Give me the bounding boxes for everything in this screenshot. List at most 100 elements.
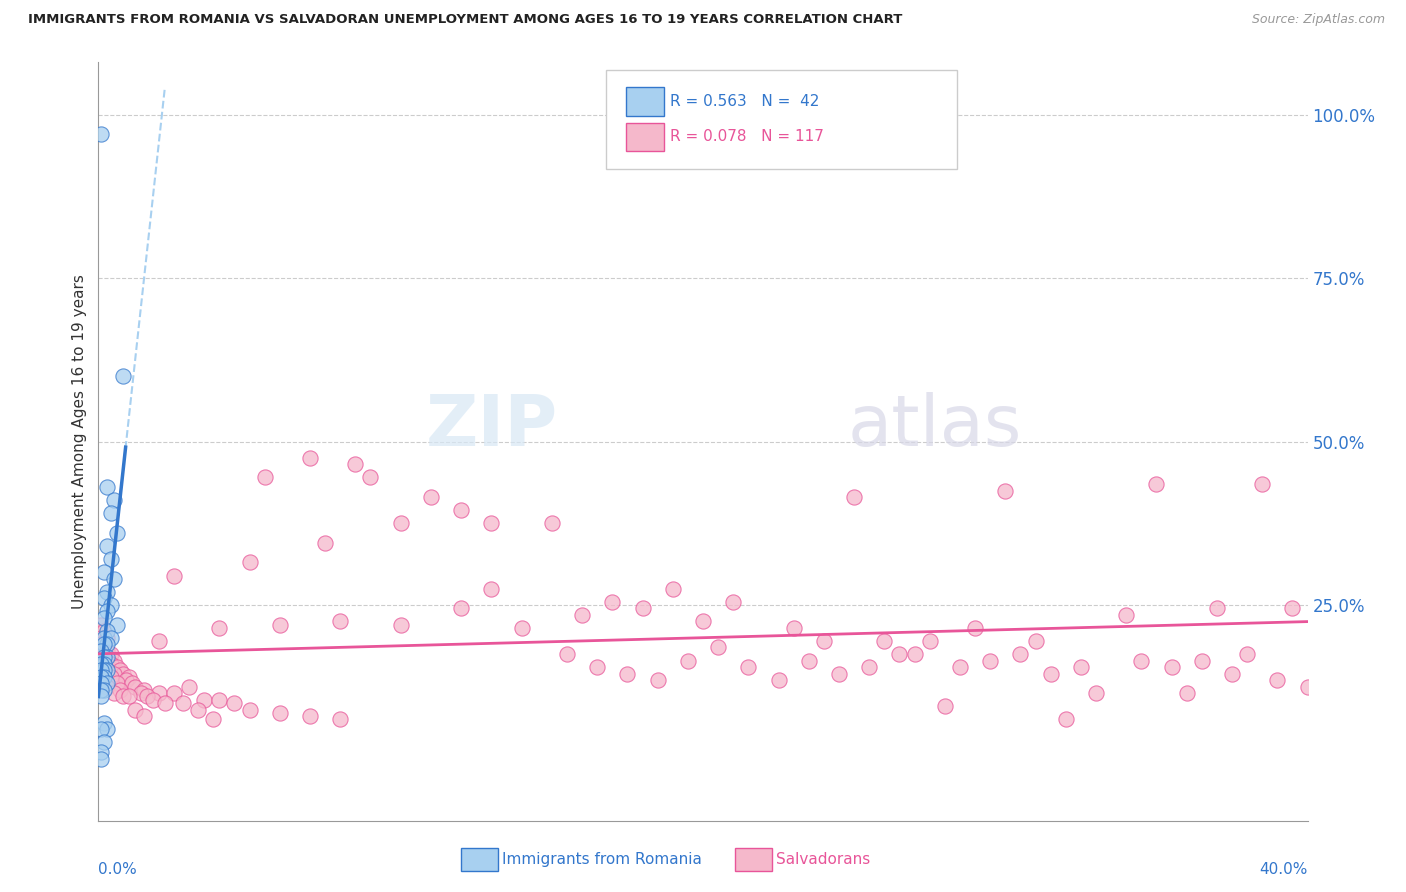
Point: [1115, 607, 1137, 622]
Y-axis label: Unemployment Among Ages 16 to 19 years: Unemployment Among Ages 16 to 19 years: [72, 274, 87, 609]
Point: [737, 660, 759, 674]
Point: [100, 598, 122, 612]
Point: [979, 653, 1001, 667]
FancyBboxPatch shape: [626, 87, 664, 116]
Point: [692, 615, 714, 629]
Point: [450, 503, 472, 517]
Point: [96, 663, 118, 677]
Point: [93, 670, 115, 684]
Text: R = 0.078   N = 117: R = 0.078 N = 117: [671, 129, 824, 145]
Point: [90, 690, 112, 704]
Point: [1070, 660, 1092, 674]
Point: [96, 480, 118, 494]
Point: [1251, 477, 1274, 491]
Point: [100, 552, 122, 566]
Point: [540, 516, 562, 531]
Point: [1024, 633, 1046, 648]
Point: [450, 601, 472, 615]
Point: [1175, 686, 1198, 700]
Point: [904, 647, 927, 661]
Point: [239, 556, 262, 570]
Point: [118, 690, 141, 704]
Point: [299, 450, 322, 465]
Point: [202, 712, 225, 726]
Point: [96, 722, 118, 736]
Point: [90, 676, 112, 690]
Point: [93, 650, 115, 665]
Point: [96, 637, 118, 651]
Point: [828, 666, 851, 681]
Point: [96, 650, 118, 665]
Point: [314, 536, 336, 550]
Point: [994, 483, 1017, 498]
Point: [329, 712, 352, 726]
Point: [1039, 666, 1062, 681]
Point: [93, 650, 115, 665]
Point: [661, 582, 683, 596]
Point: [1160, 660, 1182, 674]
Point: [103, 493, 125, 508]
Point: [103, 653, 125, 667]
Point: [90, 663, 112, 677]
Point: [111, 690, 134, 704]
Point: [1191, 653, 1213, 667]
Point: [114, 673, 136, 687]
Point: [1206, 601, 1229, 615]
Point: [179, 680, 201, 694]
Point: [108, 682, 131, 697]
Point: [96, 631, 118, 645]
Point: [90, 657, 112, 671]
Point: [90, 745, 112, 759]
Point: [481, 582, 503, 596]
Point: [797, 653, 820, 667]
Point: [1130, 653, 1153, 667]
Point: [93, 637, 115, 651]
Point: [571, 607, 593, 622]
Point: [783, 621, 806, 635]
Point: [96, 643, 118, 657]
Point: [813, 633, 835, 648]
Text: 40.0%: 40.0%: [1260, 863, 1308, 878]
Text: ZIP: ZIP: [426, 392, 558, 461]
Point: [90, 617, 112, 632]
Point: [586, 660, 609, 674]
Point: [187, 702, 209, 716]
Point: [142, 692, 165, 706]
Point: [111, 666, 134, 681]
Point: [631, 601, 654, 615]
Point: [93, 735, 115, 749]
Point: [105, 526, 128, 541]
Point: [129, 686, 152, 700]
Text: IMMIGRANTS FROM ROMANIA VS SALVADORAN UNEMPLOYMENT AMONG AGES 16 TO 19 YEARS COR: IMMIGRANTS FROM ROMANIA VS SALVADORAN UN…: [28, 13, 903, 27]
Point: [163, 568, 186, 582]
Point: [121, 676, 143, 690]
Point: [100, 657, 122, 671]
Point: [132, 682, 155, 697]
Point: [93, 637, 115, 651]
Point: [93, 591, 115, 606]
Point: [269, 706, 291, 720]
Point: [389, 516, 412, 531]
Point: [148, 686, 170, 700]
Point: [124, 702, 146, 716]
Text: R = 0.563   N =  42: R = 0.563 N = 42: [671, 94, 820, 109]
Point: [1267, 673, 1289, 687]
Point: [124, 680, 146, 694]
Point: [93, 660, 115, 674]
Point: [889, 647, 911, 661]
Point: [253, 470, 276, 484]
Point: [93, 682, 115, 697]
Point: [96, 539, 118, 553]
Point: [105, 676, 128, 690]
Point: [90, 682, 112, 697]
Point: [90, 670, 112, 684]
Point: [100, 631, 122, 645]
Point: [93, 611, 115, 625]
Point: [103, 572, 125, 586]
Point: [153, 696, 176, 710]
Text: Salvadorans: Salvadorans: [776, 853, 870, 867]
Point: [269, 617, 291, 632]
Text: Immigrants from Romania: Immigrants from Romania: [502, 853, 702, 867]
Point: [420, 490, 443, 504]
Text: 0.0%: 0.0%: [98, 863, 138, 878]
